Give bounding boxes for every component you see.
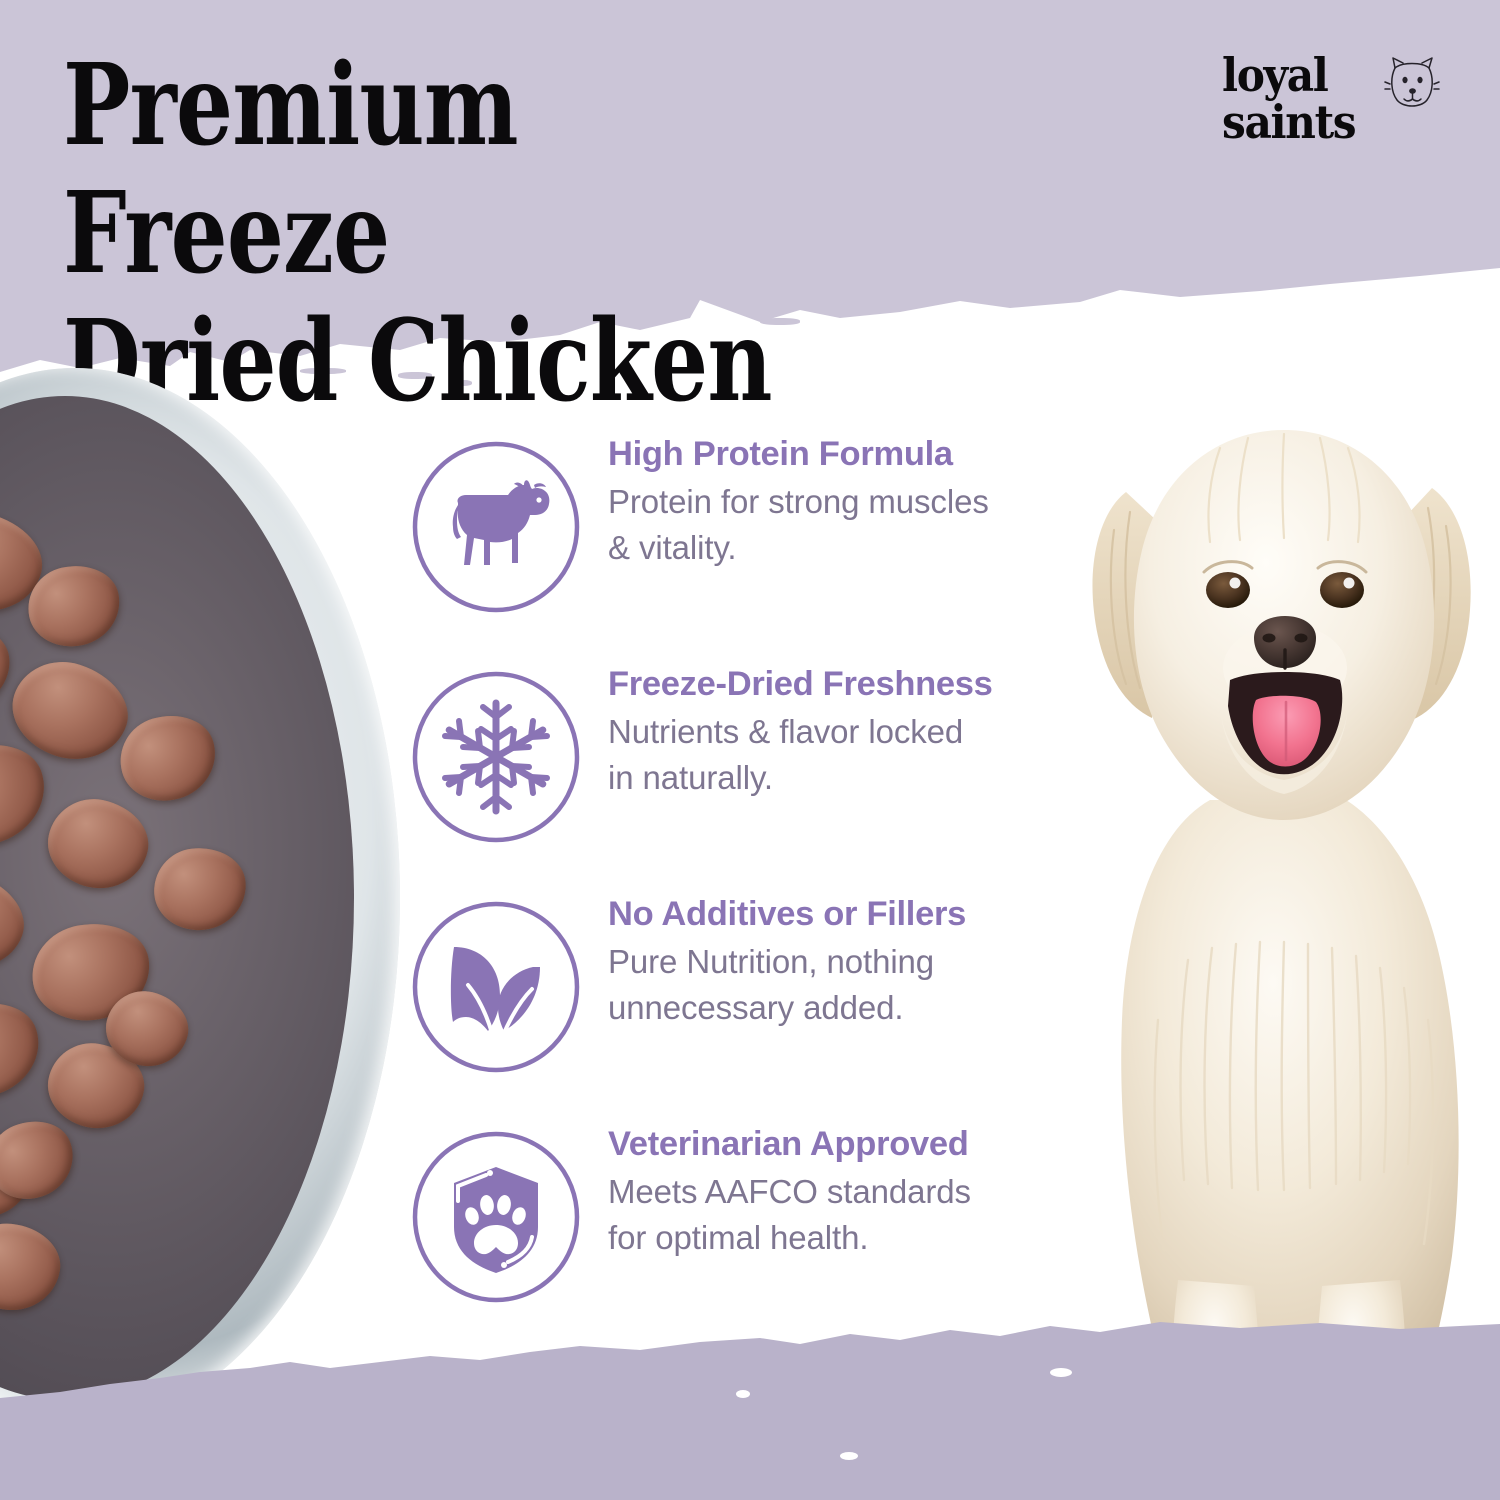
feature-item: High Protein Formula Protein for strong … bbox=[412, 432, 1112, 662]
brand-name-line1: loyal bbox=[1222, 48, 1329, 102]
feature-description: Nutrients & flavor locked in naturally. bbox=[608, 713, 964, 796]
feature-text: No Additives or Fillers Pure Nutrition, … bbox=[608, 892, 966, 1031]
feature-text: Freeze-Dried Freshness Nutrients & flavo… bbox=[608, 662, 993, 801]
kibble-piece bbox=[0, 1108, 86, 1212]
brand-logo: loyal saints bbox=[1222, 52, 1442, 172]
brush-fleck bbox=[840, 1452, 858, 1460]
feature-item: No Additives or Fillers Pure Nutrition, … bbox=[412, 892, 1112, 1122]
feature-text: Veterinarian Approved Meets AAFCO standa… bbox=[608, 1122, 971, 1261]
brand-name-line2: saints bbox=[1222, 95, 1357, 149]
cow-icon bbox=[412, 441, 580, 613]
shield-paw-icon bbox=[412, 1131, 580, 1303]
kibble-piece bbox=[0, 860, 37, 982]
feature-title: High Protein Formula bbox=[608, 435, 953, 473]
kibble-piece bbox=[149, 843, 251, 935]
feature-text: High Protein Formula Protein for strong … bbox=[608, 432, 989, 571]
feature-description: Meets AAFCO standards for optimal health… bbox=[608, 1173, 971, 1256]
feature-description: Protein for strong muscles & vitality. bbox=[608, 483, 989, 566]
feature-description: Pure Nutrition, nothing unnecessary adde… bbox=[608, 943, 935, 1026]
snowflake-icon bbox=[412, 671, 580, 843]
kibble-piece bbox=[0, 1219, 65, 1315]
feature-item: Veterinarian Approved Meets AAFCO standa… bbox=[412, 1122, 1112, 1352]
feature-title: Veterinarian Approved bbox=[608, 1125, 969, 1163]
kibble-piece bbox=[0, 988, 52, 1112]
feature-title: No Additives or Fillers bbox=[608, 895, 966, 933]
feature-title: Freeze-Dried Freshness bbox=[608, 665, 993, 703]
product-bowl-image bbox=[0, 368, 400, 1448]
brush-fleck bbox=[452, 380, 472, 386]
brush-fleck bbox=[760, 318, 800, 325]
brush-fleck bbox=[1050, 1368, 1072, 1377]
leaf-icon bbox=[412, 901, 580, 1073]
kibble-piece bbox=[39, 790, 157, 898]
dog-head-icon bbox=[1384, 57, 1440, 107]
dog-photo bbox=[1092, 430, 1471, 1460]
brush-fleck bbox=[300, 368, 346, 374]
brush-fleck bbox=[398, 372, 432, 379]
feature-list: High Protein Formula Protein for strong … bbox=[412, 432, 1112, 1352]
feature-item: Freeze-Dried Freshness Nutrients & flavo… bbox=[412, 662, 1112, 892]
brush-fleck bbox=[736, 1390, 750, 1398]
